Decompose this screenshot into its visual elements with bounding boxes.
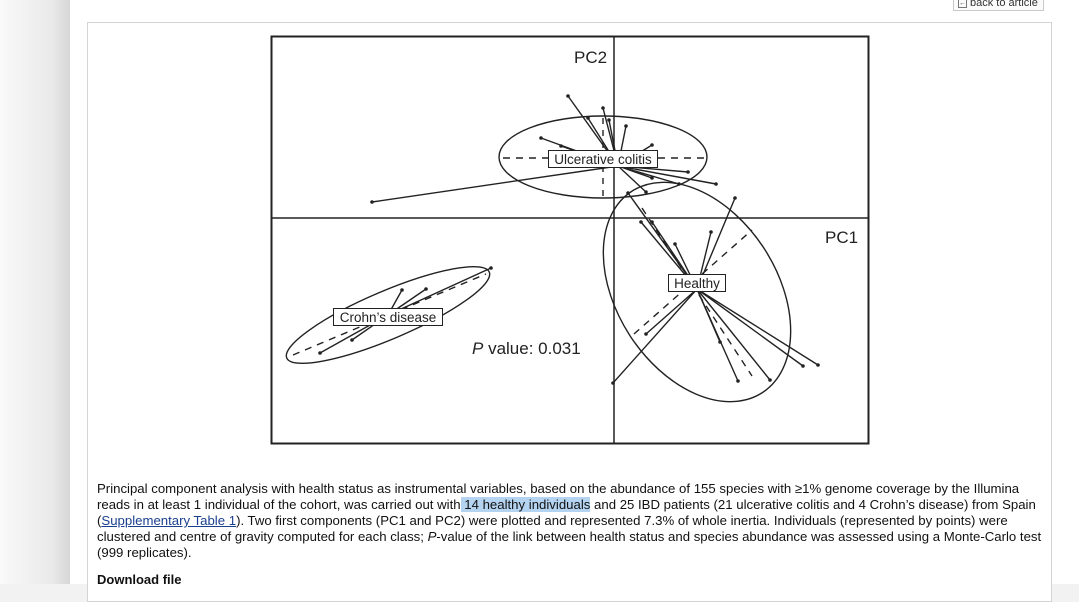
pc2-axis-label: PC2 — [574, 48, 607, 67]
healthy-label-box — [668, 274, 726, 292]
crohns-disease-label: Crohn’s disease — [340, 310, 437, 325]
caption-highlight: 14 healthy individuals — [460, 497, 591, 512]
supplementary-table-link[interactable]: Supplementary Table 1 — [101, 513, 237, 528]
plot-frame — [270, 35, 870, 445]
healthy-points — [611, 191, 820, 385]
download-file-link[interactable]: Download file — [97, 572, 182, 587]
caption-part1: Principal component analysis with health… — [97, 481, 1020, 512]
caption-part4: -value of the link between health status… — [97, 529, 1042, 560]
healthy-label: Healthy — [674, 276, 720, 291]
pca-plot: PC2 PC1 — [270, 35, 870, 445]
caption-part2: and 25 IBD patients (21 ulcerative colit… — [97, 497, 1036, 528]
ulcerative-colitis-label: Ulcerative colitis — [554, 152, 652, 167]
crohns-disease-ellipse — [285, 265, 491, 365]
caption-italic-p: P — [427, 529, 437, 544]
uc-points — [370, 94, 718, 204]
p-value-prefix: P — [472, 339, 484, 358]
pc1-axis-label: PC1 — [825, 228, 858, 247]
back-to-article-label: back to article — [970, 0, 1038, 9]
back-arrow-icon: ← — [958, 0, 967, 8]
p-value-annotation: P value: 0.031 — [472, 339, 581, 358]
healthy-cluster — [602, 181, 820, 403]
page-left-shadow — [0, 0, 70, 584]
back-to-article-button[interactable]: ← back to article — [953, 0, 1044, 11]
ulcerative-colitis-label-box — [548, 150, 658, 168]
p-value-text: value: 0.031 — [483, 339, 580, 358]
healthy-ellipse — [602, 181, 792, 403]
figure-caption: Principal component analysis with health… — [97, 481, 1042, 561]
crohns-disease-label-box — [333, 308, 443, 326]
healthy-spokes — [612, 192, 819, 384]
caption-part3: ). Two first components (PC1 and PC2) we… — [97, 513, 1008, 544]
crohns-points — [318, 266, 493, 355]
ulcerative-colitis-ellipse — [498, 115, 708, 199]
